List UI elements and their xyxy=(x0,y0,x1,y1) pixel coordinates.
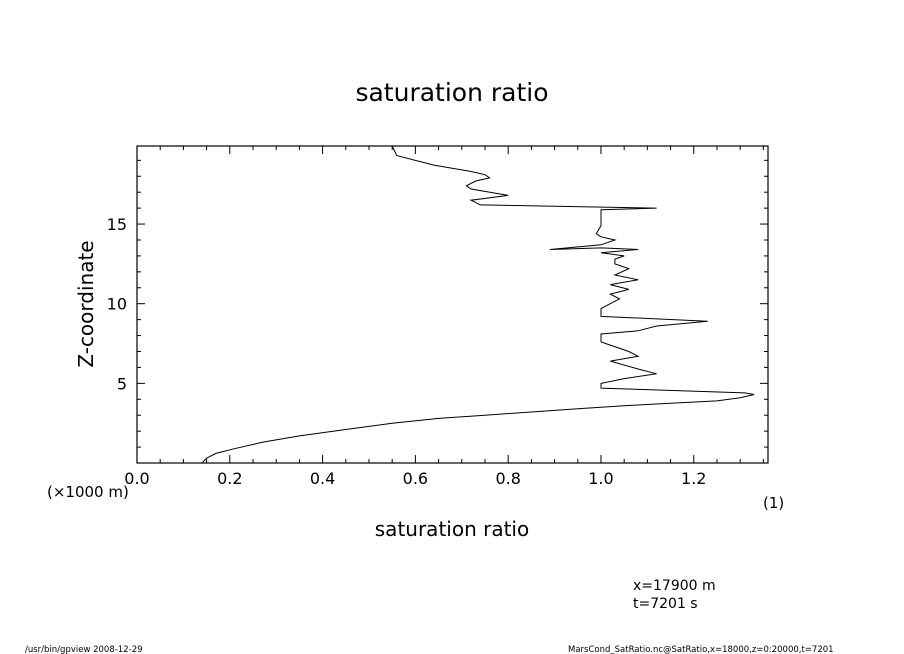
x-tick-label: 0.4 xyxy=(310,469,335,488)
x-tick-label: 0.2 xyxy=(217,469,242,488)
tick-marks xyxy=(136,146,768,463)
y-axis-label: Z-coordinate xyxy=(74,240,98,367)
x-tick-label: 1.0 xyxy=(588,469,613,488)
x-axis-label: saturation ratio xyxy=(375,517,529,541)
y-tick-label: 10 xyxy=(107,295,127,314)
time-annotation: t=7201 s xyxy=(633,596,698,612)
footer-left: /usr/bin/gpview 2008-12-29 xyxy=(25,645,143,654)
x-tick-label: 1.2 xyxy=(681,469,706,488)
chart-title: saturation ratio xyxy=(355,78,548,107)
footer-right: MarsCond_SatRatio.nc@SatRatio,x=18000,z=… xyxy=(568,645,834,654)
x-tick-label: 0.6 xyxy=(403,469,428,488)
x-tick-label: 0.0 xyxy=(124,469,149,488)
y-tick-labels: 5 10 15 xyxy=(107,215,127,393)
series-line-saturation-ratio xyxy=(201,145,755,464)
x-axis-unit: (1) xyxy=(763,494,784,512)
plot-frame xyxy=(136,145,769,464)
x-tick-label: 0.8 xyxy=(495,469,520,488)
y-tick-label: 5 xyxy=(117,374,127,393)
y-tick-label: 15 xyxy=(107,215,127,234)
x-tick-labels: 0.0 0.2 0.4 0.6 0.8 1.0 1.2 xyxy=(124,469,706,488)
y-axis-unit: (×1000 m) xyxy=(47,483,129,501)
position-annotation: x=17900 m xyxy=(633,578,716,594)
